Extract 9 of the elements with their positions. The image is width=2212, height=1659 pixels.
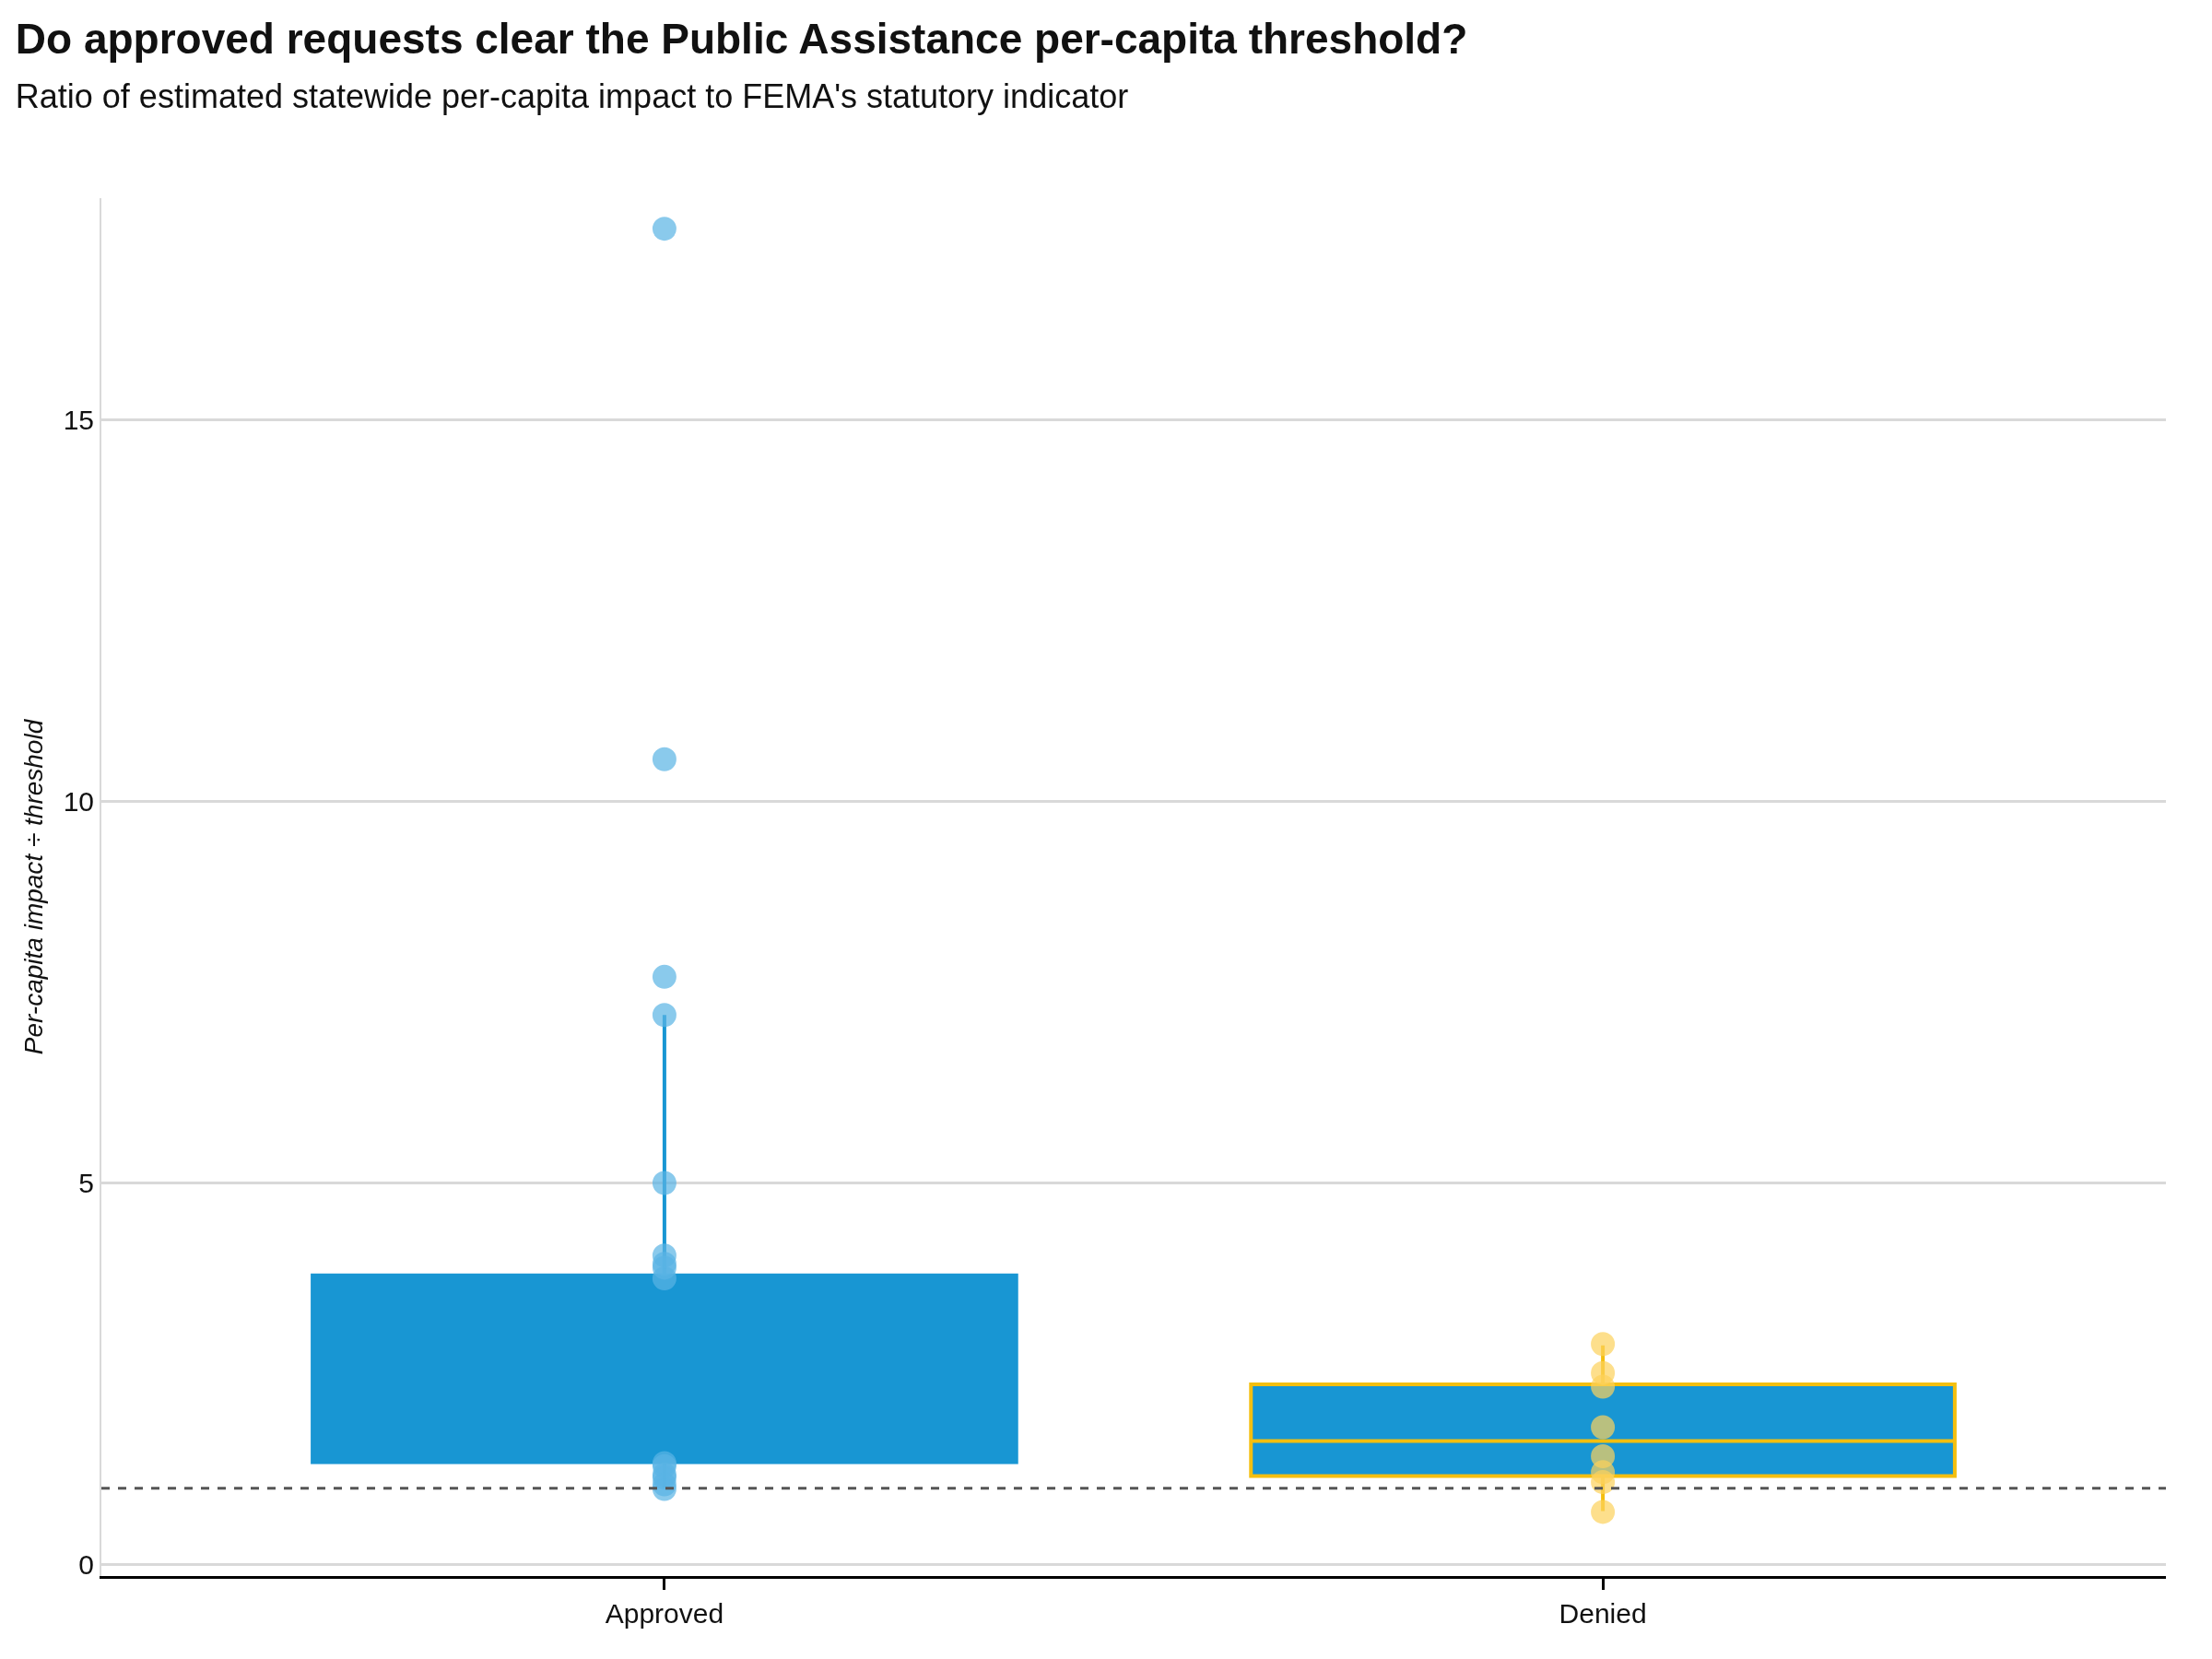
y-tick-label: 5 — [78, 1167, 94, 1198]
y-tick-label: 15 — [63, 404, 94, 435]
y-tick-label: 10 — [63, 785, 94, 817]
chart-subtitle: Ratio of estimated statewide per-capita impact to FEMA's statutory indicator — [15, 77, 1129, 116]
chart-title: Do approved requests clear the Public Assistance per-capita threshold? — [15, 14, 1468, 63]
y-tick-label: 0 — [78, 1549, 94, 1581]
x-tick-label: Approved — [605, 1598, 724, 1629]
x-tick-label: Denied — [1559, 1598, 1647, 1629]
y-axis-title: Per-capita impact ÷ threshold — [18, 718, 48, 1055]
